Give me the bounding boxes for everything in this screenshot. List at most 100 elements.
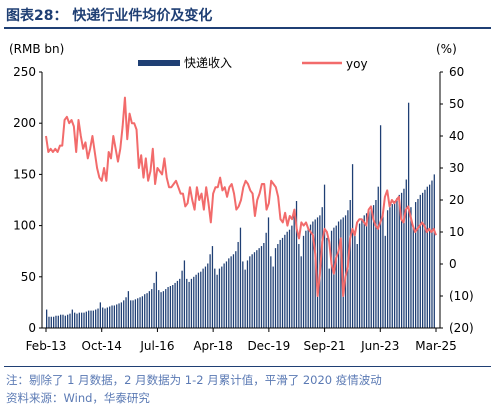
y-right-axis-label: (%) bbox=[436, 42, 457, 56]
y-right-tick-label: (10) bbox=[449, 289, 474, 303]
revenue-bar bbox=[92, 310, 94, 328]
revenue-bar bbox=[207, 263, 209, 328]
revenue-bar bbox=[358, 223, 361, 328]
revenue-bar bbox=[251, 254, 253, 328]
revenue-bar bbox=[50, 316, 52, 328]
revenue-bar bbox=[305, 230, 307, 328]
revenue-bar bbox=[354, 230, 356, 328]
revenue-bar bbox=[363, 215, 365, 328]
revenue-bar bbox=[410, 207, 412, 328]
footer-divider bbox=[4, 366, 491, 367]
revenue-bar bbox=[162, 291, 165, 328]
revenue-bar bbox=[62, 314, 64, 328]
revenue-bar bbox=[83, 312, 85, 328]
y-right-tick-label: 0 bbox=[449, 257, 457, 271]
y-right-tick-label: (20) bbox=[449, 321, 474, 335]
revenue-bar bbox=[431, 180, 433, 328]
revenue-bar bbox=[221, 266, 223, 328]
revenue-bar bbox=[57, 315, 59, 328]
x-tick-label: Dec-19 bbox=[247, 339, 290, 353]
revenue-bar bbox=[85, 311, 87, 328]
revenue-bar bbox=[375, 200, 377, 328]
revenue-bar bbox=[176, 280, 179, 328]
revenue-bar bbox=[69, 313, 71, 328]
x-tick-label: Mar-25 bbox=[415, 339, 456, 353]
revenue-bar bbox=[186, 278, 188, 328]
revenue-bar bbox=[172, 284, 174, 328]
revenue-bar bbox=[253, 252, 256, 328]
revenue-bar bbox=[60, 314, 62, 328]
legend-label-yoy: yoy bbox=[346, 57, 368, 71]
revenue-bar bbox=[179, 278, 181, 328]
revenue-bar bbox=[130, 300, 132, 328]
revenue-bar bbox=[284, 234, 286, 328]
revenue-bar bbox=[237, 241, 239, 328]
revenue-bar bbox=[340, 219, 342, 328]
revenue-bar bbox=[349, 200, 351, 328]
revenue-bar bbox=[263, 243, 265, 328]
revenue-bar bbox=[228, 258, 230, 328]
legend-swatch-revenue bbox=[138, 60, 180, 66]
revenue-bar bbox=[188, 281, 190, 328]
revenue-bar bbox=[55, 315, 57, 328]
revenue-bar bbox=[260, 246, 263, 328]
revenue-bar bbox=[174, 282, 176, 328]
revenue-bar bbox=[48, 316, 50, 328]
revenue-bar bbox=[235, 251, 237, 328]
revenue-bar bbox=[81, 312, 83, 328]
revenue-bar bbox=[223, 263, 225, 328]
header-divider bbox=[4, 27, 491, 29]
revenue-bar bbox=[137, 298, 139, 328]
revenue-bar bbox=[209, 254, 211, 328]
revenue-bar bbox=[113, 305, 115, 328]
revenue-bar bbox=[365, 213, 368, 328]
revenue-bar bbox=[384, 235, 386, 328]
revenue-bar bbox=[160, 292, 162, 328]
revenue-bar bbox=[426, 186, 428, 328]
y-right-tick-label: 60 bbox=[449, 65, 464, 79]
revenue-bar bbox=[295, 201, 298, 328]
source-note: 资料来源：Wind，华泰研究 bbox=[6, 391, 150, 405]
revenue-bar bbox=[277, 244, 279, 328]
revenue-bar bbox=[393, 201, 396, 328]
revenue-bar bbox=[139, 297, 141, 328]
x-tick-label: Jul-16 bbox=[139, 339, 174, 353]
revenue-bar bbox=[151, 289, 153, 328]
revenue-bar bbox=[200, 271, 202, 328]
revenue-bar bbox=[197, 272, 200, 328]
revenue-bar bbox=[246, 260, 249, 328]
legend: 快递收入 yoy bbox=[138, 56, 368, 71]
revenue-bar bbox=[71, 309, 73, 328]
revenue-bar bbox=[256, 250, 258, 328]
revenue-bar bbox=[356, 244, 358, 328]
revenue-bar bbox=[323, 184, 326, 328]
chart-header: 图表28： 快递行业件均价及变化 bbox=[0, 0, 495, 30]
revenue-bar bbox=[298, 244, 300, 328]
revenue-bar bbox=[300, 256, 302, 328]
revenue-bar bbox=[239, 227, 242, 328]
revenue-bar bbox=[195, 274, 197, 328]
revenue-bar bbox=[372, 205, 375, 328]
revenue-bar bbox=[132, 300, 134, 328]
revenue-bar bbox=[127, 291, 130, 328]
revenue-bar bbox=[155, 271, 158, 328]
legend-label-revenue: 快递收入 bbox=[184, 56, 232, 70]
revenue-bar bbox=[193, 276, 195, 328]
revenue-bar bbox=[398, 194, 400, 328]
revenue-bar bbox=[97, 308, 99, 328]
revenue-bar bbox=[78, 312, 80, 328]
revenue-bar bbox=[403, 188, 405, 328]
x-tick-label: Sep-21 bbox=[303, 339, 345, 353]
revenue-bar bbox=[421, 192, 424, 328]
revenue-bar bbox=[396, 197, 398, 328]
footnote: 注：剔除了 1 月数据，2 月数据为 1-2 月累计值，平滑了 2020 疫情波… bbox=[6, 373, 382, 387]
revenue-bar bbox=[118, 303, 120, 328]
revenue-bar bbox=[417, 198, 419, 328]
revenue-bar bbox=[120, 302, 123, 328]
revenue-bar bbox=[183, 260, 186, 328]
revenue-bar bbox=[281, 237, 284, 328]
revenue-bar bbox=[181, 270, 183, 328]
revenue-bar bbox=[328, 268, 330, 328]
revenue-bar bbox=[225, 261, 228, 328]
revenue-bar bbox=[116, 304, 118, 328]
